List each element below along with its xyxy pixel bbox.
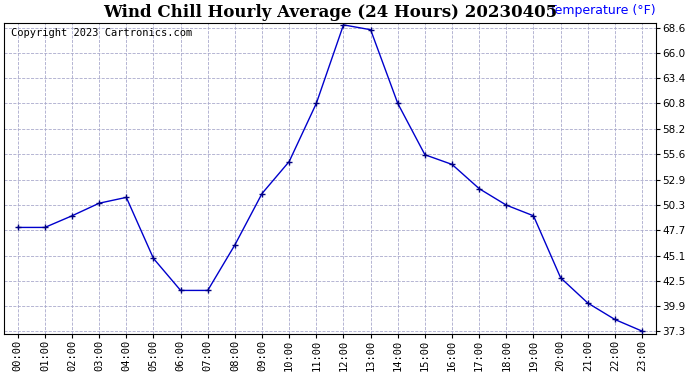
Text: Copyright 2023 Cartronics.com: Copyright 2023 Cartronics.com	[10, 28, 192, 38]
Text: Temperature (°F): Temperature (°F)	[549, 4, 656, 17]
Title: Wind Chill Hourly Average (24 Hours) 20230405: Wind Chill Hourly Average (24 Hours) 202…	[103, 4, 557, 21]
